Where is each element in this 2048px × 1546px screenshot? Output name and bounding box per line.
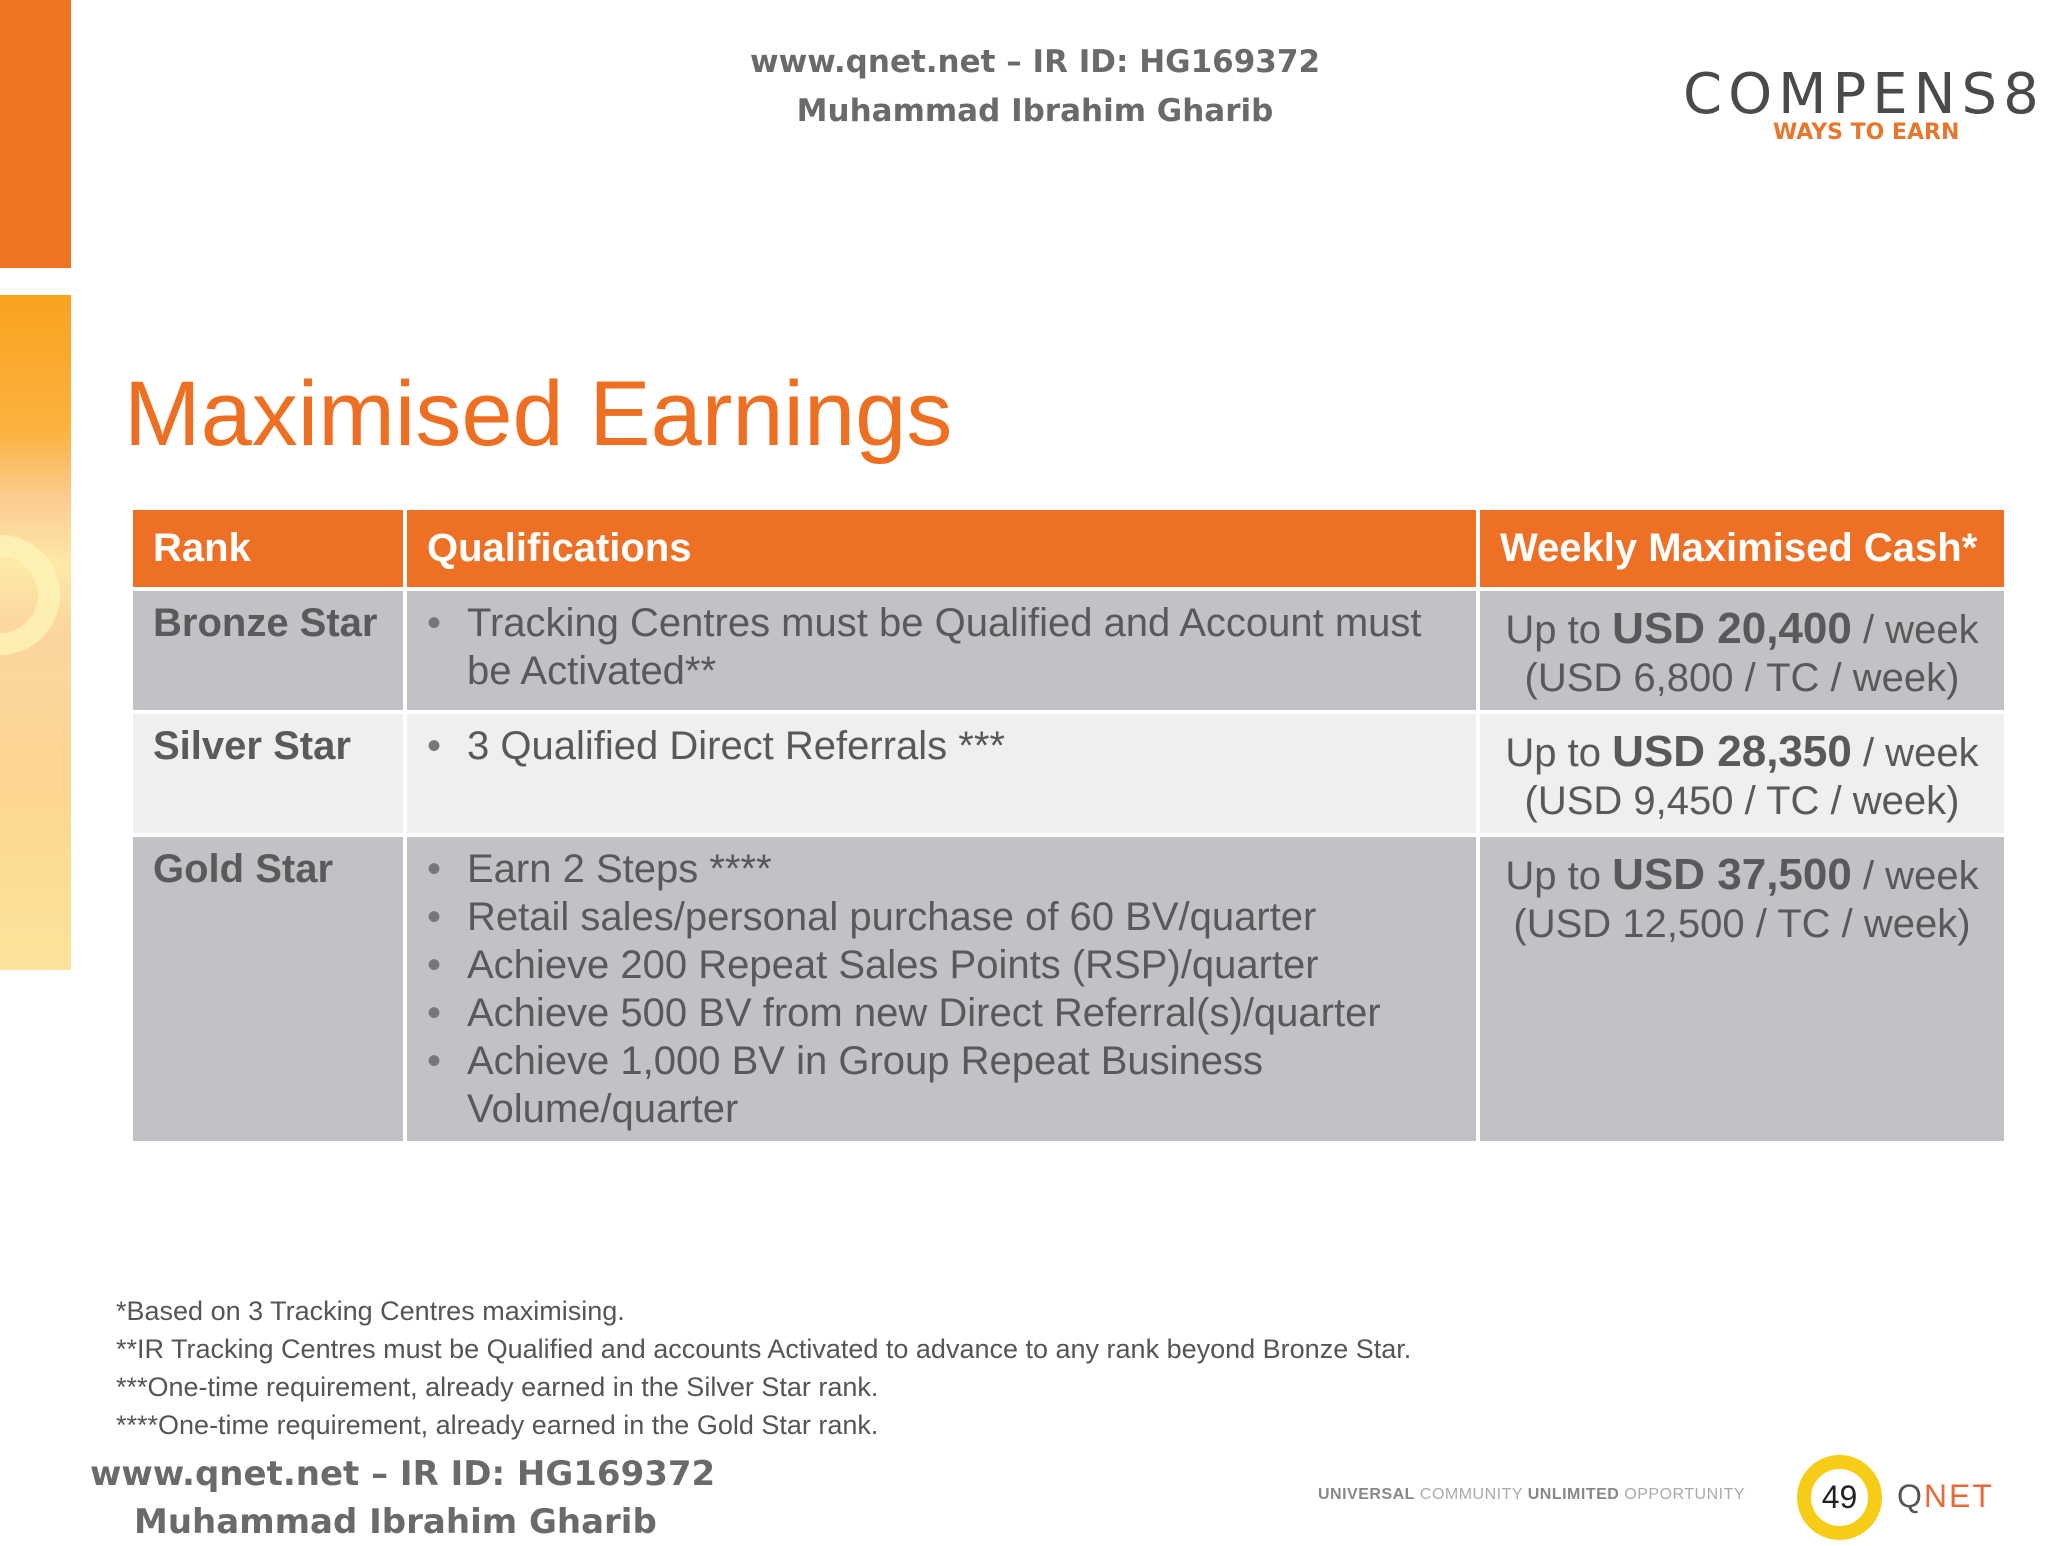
qualifications-cell: 3 Qualified Direct Referrals *** bbox=[403, 710, 1480, 837]
compens8-logo: COMPENS8 WAYS TO EARN bbox=[1683, 62, 2045, 145]
cash-cell: Up to USD 20,400 / week (USD 6,800 / TC /… bbox=[1476, 587, 2008, 714]
watermark: www.qnet.net – IR ID: HG169372 Muhammad … bbox=[90, 1454, 716, 1542]
qualification-item: Retail sales/personal purchase of 60 BV/… bbox=[427, 893, 1456, 941]
footnote: ***One-time requirement, already earned … bbox=[116, 1372, 879, 1402]
footnote: **IR Tracking Centres must be Qualified … bbox=[116, 1334, 1412, 1364]
qnet-logo: QNET bbox=[1897, 1478, 1994, 1514]
header-name: Muhammad Ibrahim Gharib bbox=[796, 93, 1274, 129]
page-number: 49 bbox=[1797, 1455, 1882, 1540]
table-row: Gold Star Earn 2 Steps ****Retail sales/… bbox=[129, 833, 2008, 1145]
qualification-item: Achieve 1,000 BV in Group Repeat Busines… bbox=[427, 1037, 1456, 1133]
header-qualifications: Qualifications bbox=[403, 510, 1480, 591]
qualifications-cell: Tracking Centres must be Qualified and A… bbox=[403, 587, 1480, 714]
footnote: ****One-time requirement, already earned… bbox=[116, 1410, 879, 1440]
qualification-item: Earn 2 Steps **** bbox=[427, 845, 1456, 893]
qualification-item: Tracking Centres must be Qualified and A… bbox=[427, 599, 1456, 695]
cash-cell: Up to USD 37,500 / week (USD 12,500 / TC … bbox=[1476, 833, 2008, 1145]
rank-cell: Silver Star bbox=[129, 710, 407, 837]
table-row: Silver Star 3 Qualified Direct Referrals… bbox=[129, 710, 2008, 837]
footnotes: *Based on 3 Tracking Centres maximising.… bbox=[116, 1292, 1411, 1444]
left-orange-bar bbox=[0, 0, 71, 268]
cash-cell: Up to USD 28,350 / week (USD 9,450 / TC /… bbox=[1476, 710, 2008, 837]
footnote: *Based on 3 Tracking Centres maximising. bbox=[116, 1296, 625, 1326]
tagline: UNIVERSAL COMMUNITY UNLIMITED OPPORTUNIT… bbox=[1318, 1486, 1746, 1503]
qualification-item: 3 Qualified Direct Referrals *** bbox=[427, 722, 1456, 770]
table-header-row: Rank Qualifications Weekly Maximised Cas… bbox=[129, 510, 2008, 591]
qualification-item: Achieve 500 BV from new Direct Referral(… bbox=[427, 989, 1456, 1037]
rank-cell: Gold Star bbox=[129, 833, 407, 1145]
header-url: www.qnet.net – IR ID: HG169372 bbox=[749, 44, 1321, 80]
table-row: Bronze Star Tracking Centres must be Qua… bbox=[129, 587, 2008, 714]
earnings-table: Rank Qualifications Weekly Maximised Cas… bbox=[129, 510, 2008, 1145]
rank-cell: Bronze Star bbox=[129, 587, 407, 714]
qualification-item: Achieve 200 Repeat Sales Points (RSP)/qu… bbox=[427, 941, 1456, 989]
left-decorative-art bbox=[0, 295, 71, 970]
header-weekly-cash: Weekly Maximised Cash* bbox=[1476, 510, 2008, 591]
header-rank: Rank bbox=[129, 510, 407, 591]
page-title: Maximised Earnings bbox=[124, 363, 953, 465]
qualifications-cell: Earn 2 Steps ****Retail sales/personal p… bbox=[403, 833, 1480, 1145]
